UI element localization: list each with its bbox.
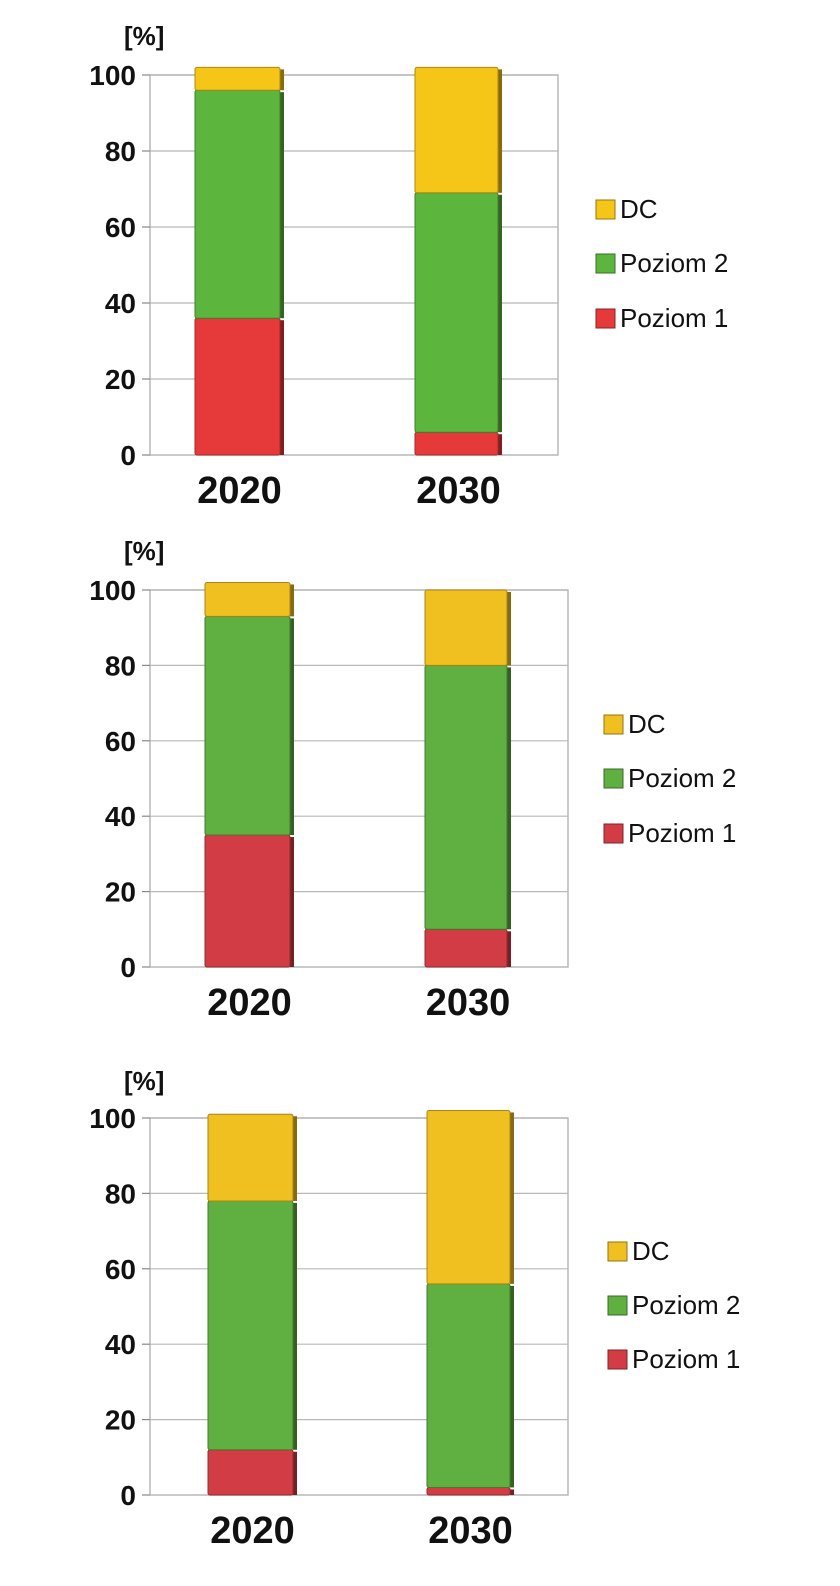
unit-label: [%] <box>124 536 164 566</box>
bar-segment-side <box>510 1112 514 1284</box>
legend-label: DC <box>628 709 666 739</box>
bar-segment-dc-2020 <box>207 1113 294 1202</box>
y-tick-label: 60 <box>105 726 136 757</box>
legend-swatch <box>595 308 616 329</box>
bar-segment-poziom-2-2030 <box>424 664 508 930</box>
x-category-label: 2020 <box>197 470 282 512</box>
legend-label: Poziom 1 <box>628 818 736 848</box>
legend-label: Poziom 1 <box>620 303 728 333</box>
legend-label: Poziom 2 <box>628 763 736 793</box>
unit-label: [%] <box>124 21 164 51</box>
legend-swatch <box>607 1295 628 1316</box>
legend-label: DC <box>632 1236 670 1266</box>
bar-segment-poziom-1-2030 <box>426 1486 511 1496</box>
legend: DC Poziom 2 Poziom 1 <box>607 1236 740 1374</box>
bar-segment-side <box>280 92 284 319</box>
y-tick-label: 20 <box>105 877 136 908</box>
legend-label: Poziom 2 <box>632 1290 740 1320</box>
y-tick-label: 60 <box>105 1254 136 1285</box>
chart-2: 0 20 40 60 80 100 [%] 2020 2030 DC Poziom 2 Poziom … <box>89 536 736 1024</box>
bar-segment-side <box>290 837 294 967</box>
bar-segment-side <box>293 1202 297 1450</box>
y-tick-label: 60 <box>105 212 136 243</box>
chart-1: 0 20 40 60 80 100 [%] 2020 2030 DC Poziom 2 Poziom … <box>89 21 728 512</box>
legend-label: Poziom 1 <box>632 1344 740 1374</box>
x-category-label: 2030 <box>416 470 501 512</box>
y-tick-label: 0 <box>120 1480 136 1511</box>
bar-segment-dc-2030 <box>426 1109 511 1285</box>
x-category-label: 2020 <box>210 1510 295 1552</box>
legend: DC Poziom 2 Poziom 1 <box>595 194 728 333</box>
y-tick-label: 40 <box>105 1329 136 1360</box>
y-tick-label: 100 <box>89 1103 136 1134</box>
y-tick-label: 80 <box>105 650 136 681</box>
bar-segment-side <box>293 1451 297 1495</box>
y-tick-label: 40 <box>105 288 136 319</box>
legend: DC Poziom 2 Poziom 1 <box>603 709 736 848</box>
legend-label: DC <box>620 194 658 224</box>
bar-segment-poziom-1-2030 <box>414 431 499 456</box>
bar-segment-dc-2030 <box>414 66 499 194</box>
bar-segment-poziom-1-2030 <box>424 928 508 968</box>
legend-swatch <box>603 768 624 789</box>
bar-segment-side <box>507 592 511 666</box>
legend-swatch <box>603 714 624 735</box>
bar-segment-poziom-1-2020 <box>204 834 291 968</box>
bar-segment-poziom-1-2020 <box>207 1449 294 1496</box>
bar-segment-side <box>507 667 511 930</box>
y-tick-label: 40 <box>105 801 136 832</box>
y-tick-label: 0 <box>120 952 136 983</box>
bar-segment-side <box>290 584 294 617</box>
bar-segment-poziom-2-2020 <box>194 89 281 319</box>
bar-segment-side <box>498 194 502 433</box>
bar-segment-poziom-1-2020 <box>194 317 281 456</box>
legend-swatch <box>607 1241 628 1262</box>
bar-segment-poziom-2-2020 <box>204 615 291 836</box>
bar-segment-side <box>290 618 294 836</box>
unit-label: [%] <box>124 1066 164 1096</box>
y-tick-label: 100 <box>89 575 136 606</box>
y-tick-label: 20 <box>105 1405 136 1436</box>
bar-segment-side <box>280 69 284 91</box>
y-tick-label: 20 <box>105 364 136 395</box>
legend-swatch <box>595 253 616 274</box>
bar-segment-poziom-2-2020 <box>207 1200 294 1451</box>
legend-swatch <box>603 823 624 844</box>
x-category-label: 2030 <box>426 982 511 1024</box>
legend-swatch <box>607 1349 628 1370</box>
chart-3: 0 20 40 60 80 100 [%] 2020 2030 DC Poziom 2 Poziom … <box>89 1066 740 1552</box>
bar-segment-poziom-2-2030 <box>414 192 499 433</box>
bar-segment-side <box>507 931 511 967</box>
bar-segment-poziom-2-2030 <box>426 1283 511 1488</box>
bar-segment-side <box>498 69 502 193</box>
bar-segment-side <box>293 1116 297 1201</box>
bar-segment-dc-2020 <box>204 581 291 617</box>
y-tick-label: 0 <box>120 440 136 471</box>
x-category-label: 2030 <box>428 1510 513 1552</box>
y-tick-label: 80 <box>105 1178 136 1209</box>
bar-segment-side <box>510 1489 514 1495</box>
bar-segment-side <box>280 320 284 455</box>
x-category-label: 2020 <box>207 982 292 1024</box>
y-tick-label: 80 <box>105 136 136 167</box>
y-tick-label: 100 <box>89 60 136 91</box>
bar-segment-side <box>510 1285 514 1488</box>
bar-segment-side <box>498 434 502 455</box>
bar-segment-dc-2030 <box>424 589 508 666</box>
bar-segment-dc-2020 <box>194 66 281 91</box>
legend-label: Poziom 2 <box>620 248 728 278</box>
legend-swatch <box>595 199 616 220</box>
